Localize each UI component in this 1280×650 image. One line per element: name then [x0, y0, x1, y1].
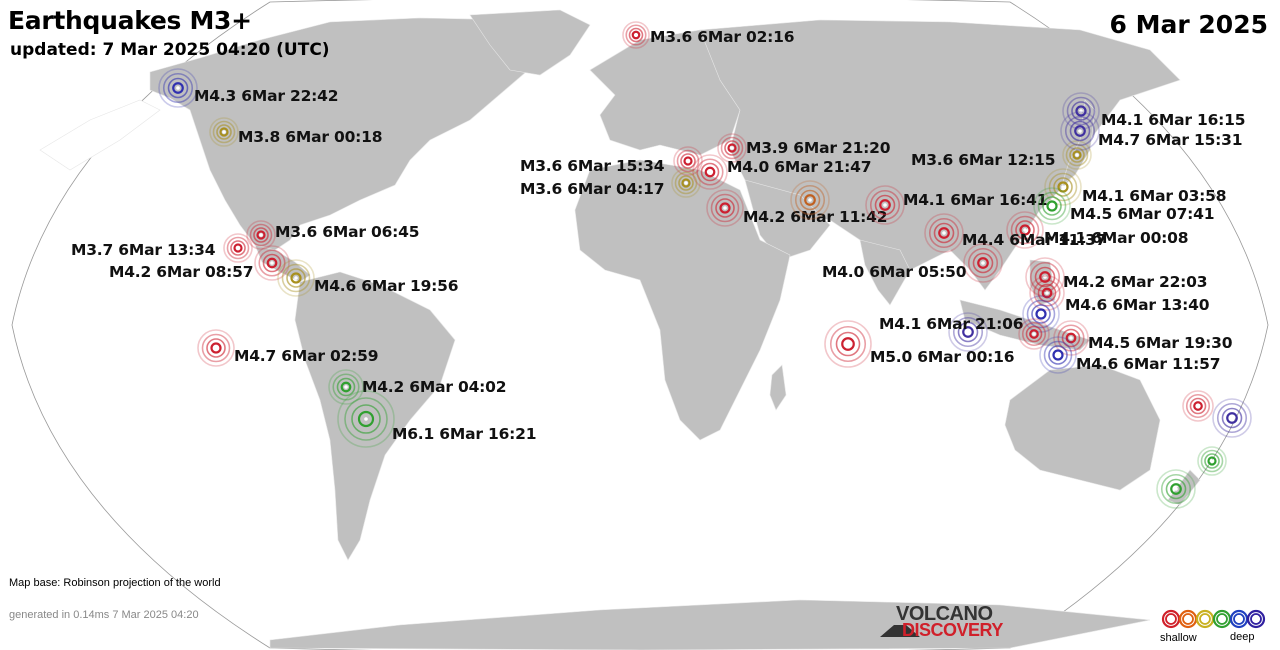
- logo-line2: DISCOVERY: [902, 620, 1003, 640]
- updated-timestamp: updated: 7 Mar 2025 04:20 (UTC): [10, 40, 330, 60]
- quake-label: M4.4 6Mar 11:37: [962, 231, 1107, 249]
- quake-rings-icon: [209, 117, 239, 147]
- quake-rings-icon: [1182, 390, 1214, 422]
- quake-label: M4.6 6Mar 13:40: [1065, 296, 1210, 314]
- quake-rings-icon: [1062, 140, 1092, 170]
- quake-label: M3.6 6Mar 06:45: [275, 223, 420, 241]
- quake-label: M4.0 6Mar 05:50: [822, 263, 967, 281]
- quake-label: M4.2 6Mar 11:42: [743, 208, 888, 226]
- quake-rings-icon: [1053, 320, 1089, 356]
- quake-rings-icon: [1018, 318, 1050, 350]
- page-title: Earthquakes M3+: [8, 6, 252, 35]
- quake-label: M4.6 6Mar 19:56: [314, 277, 459, 295]
- quake-rings-icon: [223, 233, 253, 263]
- quake-rings-icon: [963, 243, 1003, 283]
- quake-label: M3.7 6Mar 13:34: [71, 241, 216, 259]
- quake-rings-icon: [1156, 469, 1196, 509]
- volcano-icon: [880, 625, 920, 637]
- quake-rings-icon: [197, 329, 235, 367]
- quake-label: M3.6 6Mar 04:17: [520, 180, 665, 198]
- quake-rings-icon: [1060, 111, 1100, 151]
- quake-rings-icon: [1039, 336, 1077, 374]
- legend-deep-label: deep: [1230, 631, 1255, 643]
- quake-rings-icon: [254, 245, 290, 281]
- generated-note: generated in 0.14ms 7 Mar 2025 04:20: [9, 609, 199, 621]
- depth-color-scale-icon: [1161, 609, 1266, 629]
- volcano-discovery-logo[interactable]: VOLCANO DISCOVERY: [880, 603, 1030, 643]
- quake-rings-icon: [1029, 275, 1065, 311]
- quake-rings-icon: [1033, 187, 1071, 225]
- quake-label: M4.1 6Mar 16:41: [903, 191, 1048, 209]
- quake-rings-icon: [865, 185, 905, 225]
- quake-rings-icon: [1006, 211, 1044, 249]
- depth-legend: shallow deep: [1160, 608, 1270, 648]
- quake-rings-icon: [706, 189, 744, 227]
- quake-label: M3.6 6Mar 12:15: [911, 151, 1056, 169]
- quake-label: M4.0 6Mar 21:47: [727, 158, 872, 176]
- map-date: 6 Mar 2025: [1109, 10, 1268, 39]
- quake-rings-icon: [246, 220, 276, 250]
- quake-label: M4.1 6Mar 03:58: [1082, 187, 1227, 205]
- quake-rings-icon: [824, 320, 872, 368]
- quake-label: M4.2 6Mar 22:03: [1063, 273, 1208, 291]
- quake-label: M4.2 6Mar 04:02: [362, 378, 507, 396]
- quake-rings-icon: [1044, 168, 1082, 206]
- quake-rings-icon: [948, 312, 988, 352]
- quake-label: M4.1 6Mar 16:15: [1101, 111, 1246, 129]
- quake-label: M6.1 6Mar 16:21: [392, 425, 537, 443]
- quake-label: M3.8 6Mar 00:18: [238, 128, 383, 146]
- land-masses: [39, 9, 1201, 650]
- quake-rings-icon: [673, 146, 703, 176]
- quake-label: M4.7 6Mar 15:31: [1098, 131, 1243, 149]
- quake-rings-icon: [1212, 398, 1252, 438]
- quake-label: M4.5 6Mar 07:41: [1070, 205, 1215, 223]
- quake-label: M4.1 6Mar 00:08: [1044, 229, 1189, 247]
- quake-rings-icon: [622, 21, 650, 49]
- quake-rings-icon: [328, 369, 364, 405]
- quake-label: M5.0 6Mar 00:16: [870, 348, 1015, 366]
- quake-label: M4.7 6Mar 02:59: [234, 347, 379, 365]
- quake-rings-icon: [1062, 92, 1100, 130]
- quake-rings-icon: [337, 390, 395, 448]
- quake-label: M4.5 6Mar 19:30: [1088, 334, 1233, 352]
- quake-rings-icon: [924, 213, 964, 253]
- quake-rings-icon: [717, 133, 747, 163]
- quake-rings-icon: [1197, 446, 1227, 476]
- quake-rings-icon: [790, 180, 830, 220]
- quake-rings-icon: [692, 154, 728, 190]
- legend-shallow-label: shallow: [1160, 632, 1197, 644]
- quake-label: M4.1 6Mar 21:06: [879, 315, 1024, 333]
- quake-rings-icon: [158, 68, 198, 108]
- quake-rings-icon: [277, 259, 315, 297]
- quake-label: M3.6 6Mar 15:34: [520, 157, 665, 175]
- quake-label: M4.2 6Mar 08:57: [109, 263, 254, 281]
- quake-label: M4.3 6Mar 22:42: [194, 87, 339, 105]
- quake-label: M3.6 6Mar 02:16: [650, 28, 795, 46]
- quake-rings-icon: [671, 168, 701, 198]
- quake-label: M4.6 6Mar 11:57: [1076, 355, 1221, 373]
- map-base-note: Map base: Robinson projection of the wor…: [9, 577, 221, 589]
- logo-line1: VOLCANO: [896, 603, 993, 625]
- quake-label: M3.9 6Mar 21:20: [746, 139, 891, 157]
